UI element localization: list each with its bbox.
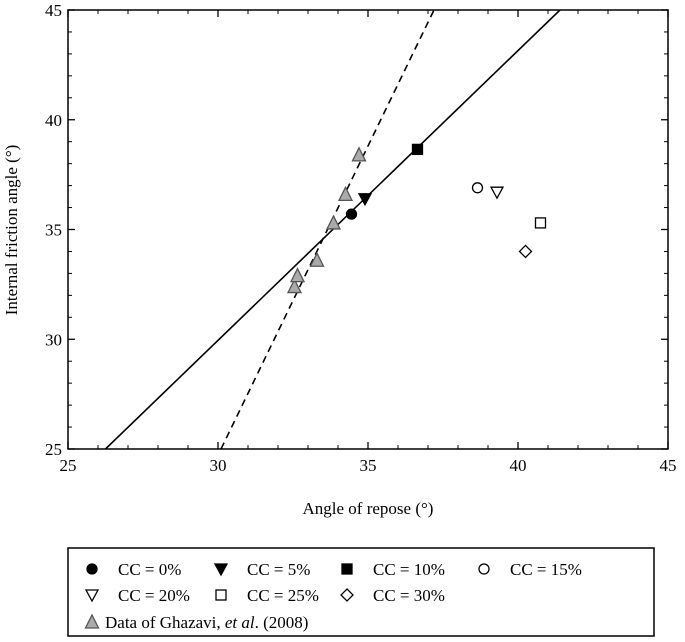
x-axis-label: Angle of repose (°): [303, 499, 434, 518]
data-point: [286, 278, 303, 294]
legend-label: CC = 5%: [247, 560, 310, 579]
y-tick-label: 35: [45, 221, 62, 240]
legend-marker-ghazavi: [84, 613, 100, 629]
y-tick-label: 45: [45, 1, 62, 20]
legend-marker: [213, 563, 229, 577]
legend-label: CC = 30%: [373, 586, 445, 605]
data-point: [534, 217, 547, 229]
plot-frame: [67, 9, 669, 450]
x-tick-label: 25: [60, 456, 77, 475]
data-point: [489, 186, 505, 200]
legend-marker: [215, 589, 227, 601]
legend-marker: [86, 563, 98, 575]
legend-label: CC = 25%: [247, 586, 319, 605]
legend-label: CC = 15%: [510, 560, 582, 579]
legend-marker: [341, 563, 353, 575]
data-point: [289, 267, 306, 283]
legend-label: CC = 10%: [373, 560, 445, 579]
data-point: [345, 208, 358, 220]
y-tick-label: 25: [45, 440, 62, 459]
legend-marker: [84, 589, 100, 603]
data-point: [518, 244, 533, 259]
legend-marker: [478, 563, 490, 575]
legend-label: CC = 0%: [118, 560, 181, 579]
data-point: [309, 251, 325, 267]
legend-marker: [340, 588, 354, 602]
legend-label-ghazavi: Data of Ghazavi, et al. (2008): [105, 613, 308, 632]
data-points: [286, 143, 547, 294]
x-tick-label: 35: [360, 456, 377, 475]
data-point: [411, 143, 424, 156]
x-tick-label: 40: [510, 456, 527, 475]
y-axis-label: Internal friction angle (°): [2, 145, 21, 316]
y-tick-label: 30: [45, 330, 62, 349]
legend-frame: [67, 547, 655, 637]
x-tick-label: 30: [210, 456, 227, 475]
legend-label: CC = 20%: [118, 586, 190, 605]
data-point: [471, 182, 484, 194]
x-tick-label: 45: [660, 456, 677, 475]
data-point: [357, 193, 373, 207]
data-point: [325, 214, 342, 230]
y-tick-label: 40: [45, 111, 62, 130]
data-point: [351, 146, 367, 162]
plot-area: 25 30 35 40 45 25 30 35 40 45: [45, 1, 677, 475]
axis-ticks: 25 30 35 40 45 25 30 35 40 45: [45, 1, 677, 475]
legend: Data of Ghazavi, et al. (2008) CC = 0% CC…: [67, 547, 655, 637]
data-point: [337, 185, 354, 202]
